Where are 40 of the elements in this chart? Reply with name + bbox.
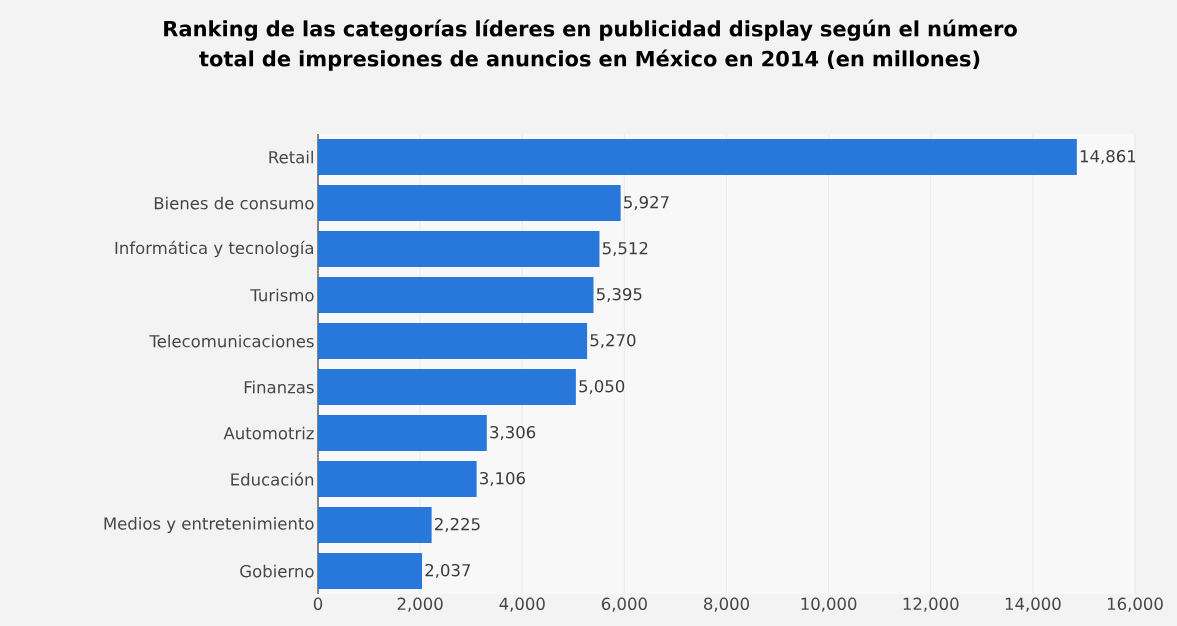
x-tick-label: 6,000 xyxy=(601,597,647,612)
y-tick-label: Informática y tecnología xyxy=(115,240,313,258)
bar xyxy=(318,185,621,222)
data-label: 5,395 xyxy=(596,287,642,303)
bar xyxy=(318,369,576,406)
x-tick-label: 10,000 xyxy=(801,597,857,612)
y-tick-label: Retail xyxy=(269,150,313,164)
y-tick-label: Gobierno xyxy=(240,564,314,578)
data-label: 5,927 xyxy=(624,195,669,211)
x-tick-label: 14,000 xyxy=(1005,597,1061,612)
y-tick-label: Automotriz xyxy=(223,426,314,440)
chart-title: Ranking de las categorías líderes en publicidad display según el número total de impresiones de anuncios en México en 2014 (en millones) xyxy=(164,19,1017,71)
bar xyxy=(318,415,487,452)
y-tick-label: Turismo xyxy=(250,288,314,302)
y-tick-label: Telecomunicaciones xyxy=(149,334,314,348)
x-tick-label: 8,000 xyxy=(704,597,750,612)
bar xyxy=(318,139,1077,176)
x-tick-label: 0 xyxy=(313,597,323,611)
bar xyxy=(318,507,432,544)
y-tick-label: Medios y entretenimiento xyxy=(104,517,314,533)
data-label: 2,225 xyxy=(435,517,480,533)
bar xyxy=(318,231,600,268)
x-tick-label: 4,000 xyxy=(499,597,545,612)
bar xyxy=(318,461,477,498)
y-tick-label: Educación xyxy=(231,472,314,486)
data-label: 14,861 xyxy=(1080,149,1136,165)
x-tick-label: 2,000 xyxy=(397,597,443,612)
data-label: 5,270 xyxy=(590,333,636,349)
data-label: 5,050 xyxy=(579,379,625,395)
bar xyxy=(318,277,594,314)
y-tick-label: Bienes de consumo xyxy=(154,196,314,210)
x-tick-label: 12,000 xyxy=(903,597,959,612)
data-label: 3,106 xyxy=(480,471,525,487)
data-label: 2,037 xyxy=(425,563,471,579)
y-tick-label: Finanzas xyxy=(244,380,314,394)
bar xyxy=(318,323,588,360)
data-label: 3,306 xyxy=(490,425,536,441)
bar xyxy=(318,553,423,590)
x-tick-label: 16,000 xyxy=(1107,597,1163,612)
data-label: 5,512 xyxy=(602,241,648,257)
